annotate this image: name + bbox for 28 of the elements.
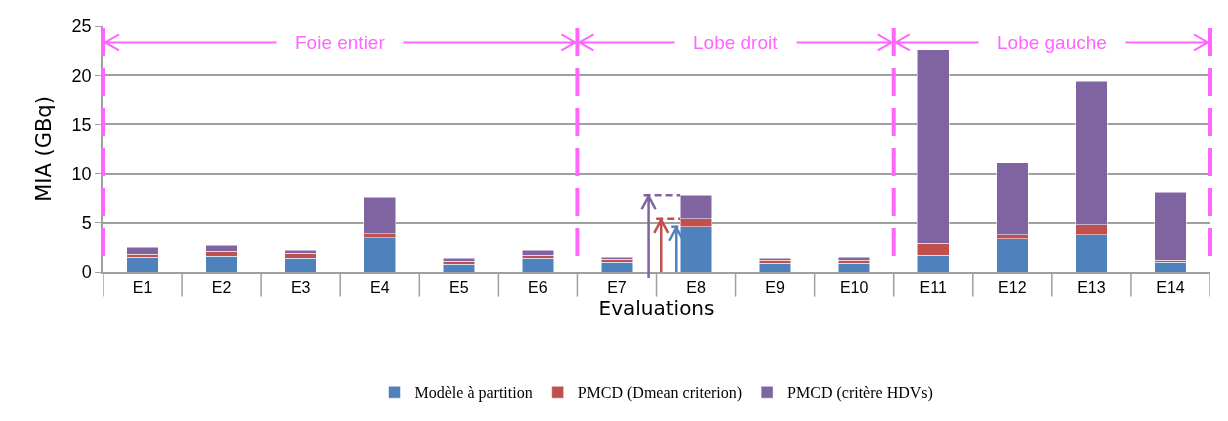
x-tick-label: E9 [765,278,785,296]
x-axis-title: Evaluations [598,295,715,320]
y-tick-label: 15 [71,114,92,135]
y-tick-label: 20 [71,65,92,86]
x-tick-label: E11 [919,278,947,296]
x-tick-label: E2 [211,278,232,296]
x-tick-label: E13 [1077,278,1106,296]
x-tick-label: E8 [686,278,706,296]
x-tick-label: E7 [607,278,627,296]
y-tick-label: 0 [81,262,92,283]
y-tick-label: 10 [71,163,92,184]
legend-label: Modèle à partition [414,384,533,403]
x-tick-label: E3 [290,278,311,296]
x-tick-label: E1 [132,278,153,296]
annotation: Foie entier [295,32,386,53]
legend-label: PMCD (Dmean criterion) [577,384,743,403]
x-tick-label: E6 [528,278,548,296]
annotation: Lobe droit [693,32,779,53]
y-axis-title: MIA (GBq) [32,96,57,202]
x-tick-label: E5 [449,278,469,296]
y-tick-label: 25 [71,16,92,37]
x-tick-label: E10 [839,278,869,296]
x-tick-label: E12 [998,278,1027,296]
x-tick-label: E4 [369,278,390,296]
annotation: Lobe gauche [997,32,1107,53]
x-tick-label: E14 [1156,278,1185,296]
y-tick-label: 5 [81,213,92,234]
legend-label: PMCD (critère HDVs) [787,384,933,403]
